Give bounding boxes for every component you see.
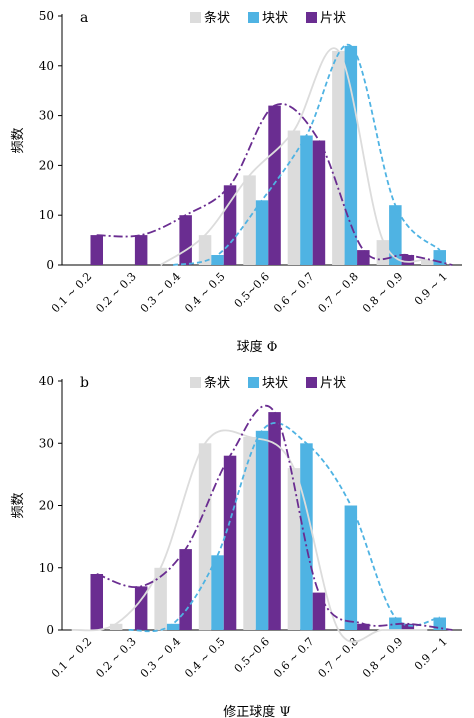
bar-片状 bbox=[401, 623, 415, 630]
x-axis-label: 球度 Φ bbox=[237, 339, 278, 355]
x-axis-label: 修正球度 Ψ bbox=[223, 704, 291, 718]
x-tick-label: 0.8 ~ 0.9 bbox=[360, 270, 405, 315]
bar-块状 bbox=[389, 205, 402, 265]
trend-line-块状 bbox=[128, 422, 440, 633]
x-tick-label: 0.6 ~ 0.7 bbox=[271, 635, 316, 680]
bar-块状 bbox=[344, 45, 358, 266]
y-tick-label: 50 bbox=[39, 9, 54, 23]
legend-label: 条状 bbox=[204, 10, 230, 26]
x-tick-label: 0.3 ~ 0.4 bbox=[138, 270, 183, 315]
x-tick-label: 0.4 ~ 0.5 bbox=[182, 270, 227, 315]
y-tick-label: 30 bbox=[39, 436, 54, 450]
bar-片状 bbox=[357, 623, 370, 630]
x-tick-label: 0.2 ~ 0.3 bbox=[93, 270, 138, 315]
legend-swatch bbox=[190, 12, 201, 23]
bar-块状 bbox=[344, 505, 358, 630]
bar-块状 bbox=[255, 430, 269, 630]
bar-块状 bbox=[211, 555, 224, 630]
bar-块状 bbox=[300, 443, 313, 631]
y-tick-label: 20 bbox=[39, 499, 54, 513]
legend-label: 块状 bbox=[262, 376, 288, 391]
bar-条状 bbox=[243, 175, 256, 265]
bar-条状 bbox=[287, 468, 301, 630]
bar-条状 bbox=[198, 443, 212, 631]
bar-块状 bbox=[211, 255, 224, 265]
bar-片状 bbox=[312, 592, 326, 630]
bar-条状 bbox=[198, 235, 212, 265]
bar-条状 bbox=[376, 240, 390, 265]
x-tick-label: 0.6 ~ 0.7 bbox=[271, 270, 316, 315]
bar-条状 bbox=[287, 130, 301, 265]
bar-片状 bbox=[223, 455, 237, 630]
bar-条状 bbox=[154, 567, 167, 631]
bar-片状 bbox=[134, 586, 148, 630]
trend-line-片状 bbox=[96, 404, 453, 631]
y-tick-label: 20 bbox=[39, 158, 54, 172]
x-tick-label: 0.9 ~ 1 bbox=[412, 270, 450, 308]
panel-label: a bbox=[80, 10, 88, 26]
legend-label: 条状 bbox=[204, 375, 230, 391]
bar-条状 bbox=[421, 260, 434, 265]
x-tick-label: 0.5~0.6 bbox=[232, 635, 272, 675]
y-tick-label: 40 bbox=[39, 374, 54, 388]
bar-片状 bbox=[90, 574, 103, 630]
y-tick-label: 10 bbox=[39, 208, 54, 222]
bar-条状 bbox=[243, 437, 256, 630]
bar-块状 bbox=[255, 200, 269, 265]
legend-swatch bbox=[190, 377, 201, 388]
chart-panel-a: 0 10 20 30 40 50 a 频数 0.1 ~ 0.2 0.2 ~ 0.3 0.3 ~ 0.… bbox=[11, 9, 462, 355]
y-tick-label: 0 bbox=[46, 258, 54, 272]
bar-片状 bbox=[268, 412, 281, 630]
x-tick-label: 0.8 ~ 0.9 bbox=[360, 635, 405, 680]
trend-line-条状 bbox=[71, 429, 428, 643]
y-tick-label: 40 bbox=[39, 59, 54, 73]
legend-label: 片状 bbox=[320, 376, 346, 391]
panel-label: b bbox=[80, 375, 89, 391]
y-tick-label: 0 bbox=[46, 623, 54, 637]
bar-片状 bbox=[268, 105, 281, 265]
x-tick-label: 0.2 ~ 0.3 bbox=[93, 635, 138, 680]
y-axis-label: 频数 bbox=[11, 492, 26, 518]
bar-条状 bbox=[332, 50, 345, 266]
y-tick-label: 30 bbox=[39, 109, 54, 123]
bar-块状 bbox=[166, 623, 180, 630]
x-tick-label: 0.5~0.6 bbox=[232, 270, 272, 310]
x-tick-label: 0.9 ~ 1 bbox=[412, 635, 450, 673]
legend-label: 块状 bbox=[262, 11, 288, 26]
bar-片状 bbox=[357, 250, 370, 265]
x-tick-label: 0.1 ~ 0.2 bbox=[49, 635, 94, 680]
y-tick-label: 10 bbox=[39, 561, 54, 575]
bar-条状 bbox=[109, 623, 123, 630]
bar-片状 bbox=[179, 549, 192, 630]
bar-片状 bbox=[312, 140, 326, 265]
legend-swatch bbox=[306, 12, 317, 23]
bar-片状 bbox=[90, 235, 103, 265]
bar-片状 bbox=[134, 235, 148, 265]
x-tick-label: 0.3 ~ 0.4 bbox=[138, 635, 183, 680]
x-tick-label: 0.1 ~ 0.2 bbox=[49, 270, 94, 315]
bar-片状 bbox=[179, 215, 192, 265]
trend-line-片状 bbox=[96, 103, 453, 266]
x-tick-label: 0.4 ~ 0.5 bbox=[182, 635, 227, 680]
bar-片状 bbox=[401, 255, 415, 265]
trend-line-块状 bbox=[172, 43, 441, 266]
trend-line-条状 bbox=[160, 47, 428, 266]
legend-swatch bbox=[248, 377, 259, 388]
bar-块状 bbox=[300, 135, 313, 265]
y-axis-label: 频数 bbox=[11, 127, 26, 153]
x-tick-label: 0.7 ~ 0.8 bbox=[316, 270, 361, 315]
legend-label: 片状 bbox=[320, 11, 346, 26]
legend-swatch bbox=[306, 377, 317, 388]
legend-swatch bbox=[248, 12, 259, 23]
